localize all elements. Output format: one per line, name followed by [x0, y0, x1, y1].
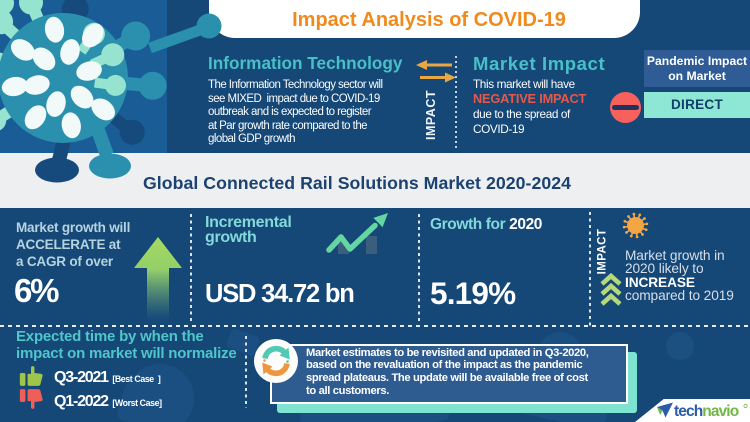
svg-text:technavio: technavio — [674, 403, 739, 420]
